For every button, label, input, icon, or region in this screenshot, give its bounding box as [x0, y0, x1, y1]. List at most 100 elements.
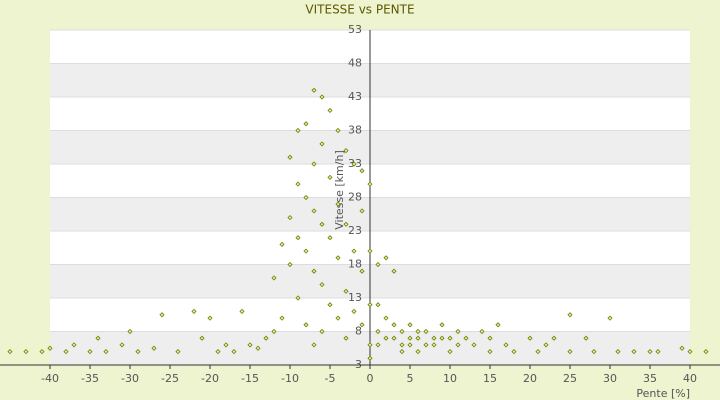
x-tick-label: 35	[643, 372, 657, 385]
point	[319, 141, 325, 147]
point	[399, 342, 405, 348]
y-tick-label: 23	[348, 224, 362, 237]
point	[159, 312, 165, 318]
point	[391, 322, 397, 328]
point	[335, 255, 341, 261]
point	[279, 315, 285, 321]
point	[367, 355, 373, 361]
point	[471, 342, 477, 348]
point	[303, 248, 309, 254]
point	[335, 201, 341, 207]
point	[383, 335, 389, 341]
point	[679, 345, 685, 351]
x-tick-label: -15	[241, 372, 259, 385]
point	[487, 335, 493, 341]
point	[351, 161, 357, 167]
point	[351, 248, 357, 254]
point	[495, 322, 501, 328]
point	[103, 349, 109, 355]
point	[47, 345, 53, 351]
point	[359, 168, 365, 174]
point	[407, 342, 413, 348]
y-tick-label: 18	[348, 258, 362, 271]
point	[455, 328, 461, 335]
point	[527, 335, 533, 341]
point	[415, 349, 421, 355]
x-tick-label: 5	[407, 372, 414, 385]
point	[607, 315, 613, 321]
x-tick-label: 20	[523, 372, 537, 385]
x-tick-label: 0	[367, 372, 374, 385]
point	[375, 302, 381, 308]
y-tick-label: 43	[348, 90, 362, 103]
point	[399, 328, 405, 335]
point	[447, 349, 453, 355]
point	[455, 342, 461, 348]
point	[359, 268, 365, 274]
x-tick-label: 40	[683, 372, 697, 385]
point	[23, 349, 29, 355]
point	[375, 328, 381, 335]
point	[295, 127, 301, 134]
point	[439, 322, 445, 328]
chart-title: VITESSE vs PENTE	[305, 3, 414, 17]
point	[119, 342, 125, 348]
point	[359, 208, 365, 214]
point	[407, 322, 413, 328]
y-tick-label: 48	[348, 57, 362, 70]
y-tick-label: 38	[348, 124, 362, 137]
point	[351, 308, 357, 314]
point	[287, 154, 293, 160]
point	[63, 349, 69, 355]
point	[367, 302, 373, 308]
point	[319, 328, 325, 335]
point	[479, 328, 485, 335]
point	[703, 349, 709, 355]
point	[279, 241, 285, 247]
point	[343, 148, 349, 154]
point	[551, 335, 557, 341]
point	[535, 349, 541, 355]
point	[287, 215, 293, 221]
point	[383, 315, 389, 321]
point	[375, 261, 381, 268]
y-tick-label: 13	[348, 291, 362, 304]
point	[303, 322, 309, 328]
point	[303, 121, 309, 127]
point	[399, 349, 405, 355]
x-tick-label: 15	[483, 372, 497, 385]
point	[247, 342, 253, 348]
point	[567, 349, 573, 355]
x-tick-label: -5	[325, 372, 336, 385]
point	[215, 349, 221, 355]
point	[343, 288, 349, 294]
point	[175, 349, 181, 355]
x-tick-label: -35	[81, 372, 99, 385]
point	[135, 349, 141, 355]
point	[327, 302, 333, 308]
point	[383, 255, 389, 261]
point	[287, 261, 293, 268]
point	[375, 342, 381, 348]
point	[655, 349, 661, 355]
y-axis-label: Vitesse [km/h]	[333, 150, 346, 230]
point	[199, 335, 205, 341]
x-tick-label: -25	[161, 372, 179, 385]
point	[231, 349, 237, 355]
point	[87, 349, 93, 355]
x-tick-label: 10	[443, 372, 457, 385]
point	[271, 275, 277, 281]
point	[359, 322, 365, 328]
point	[567, 312, 573, 318]
point	[391, 335, 397, 341]
point	[591, 349, 597, 355]
point	[311, 208, 317, 214]
point	[407, 335, 413, 341]
y-tick-label: 53	[348, 23, 362, 36]
point	[295, 295, 301, 301]
point	[295, 181, 301, 187]
point	[151, 345, 157, 351]
point	[311, 268, 317, 274]
